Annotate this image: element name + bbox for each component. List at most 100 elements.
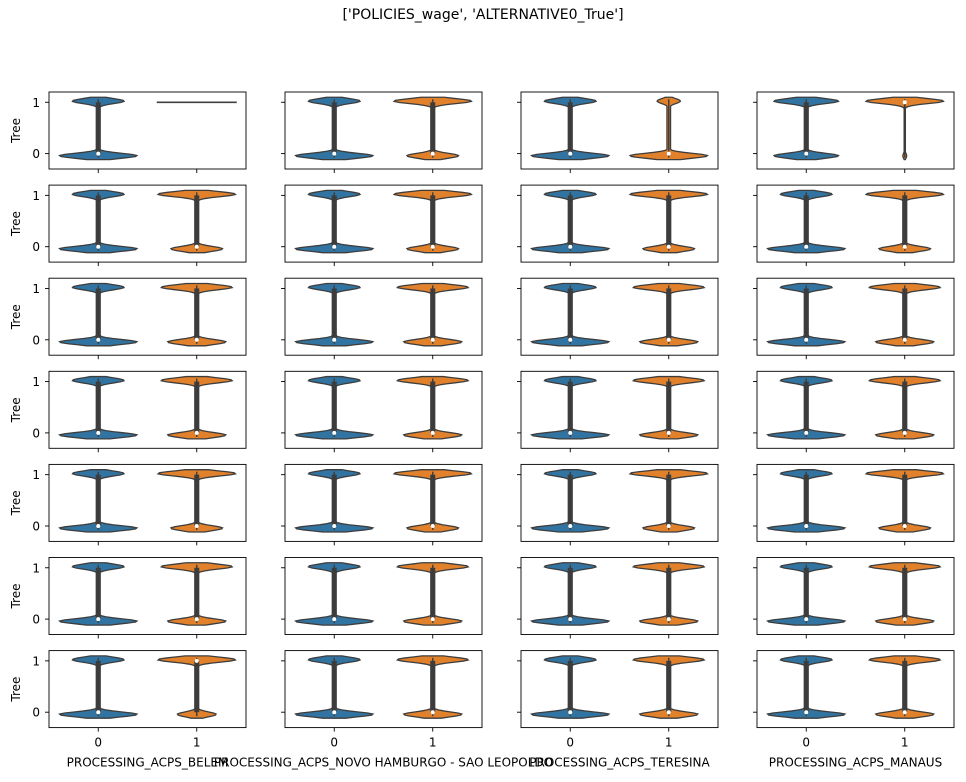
ytick-label: 0: [32, 147, 40, 161]
subplot-r4-c3: [753, 463, 955, 546]
subplot-r5-c3: [753, 557, 955, 639]
y-axis-label: Tree: [9, 490, 23, 516]
y-axis-label: Tree: [9, 397, 23, 423]
violin-r5-c0-cat1-median: [194, 617, 199, 622]
xtick-label: 0: [330, 736, 338, 750]
violin-r5-c3-cat0-median: [804, 617, 809, 622]
violin-r0-c3-cat0-median: [804, 151, 809, 156]
violin-r1-c2-cat1-median: [666, 244, 671, 249]
x-axis-label-col3: PROCESSING_ACPS_MANAUS: [769, 756, 942, 770]
axes-frame: [520, 650, 719, 729]
subplot-r1-c2: [517, 184, 719, 267]
violin-r6-c1-cat1-median: [430, 710, 435, 715]
subplot-r5-c1: [281, 557, 483, 639]
violin-r3-c3-cat1-median: [902, 430, 907, 435]
subplot-r3-c3: [753, 370, 955, 453]
violin-r5-c2-cat0-median: [568, 617, 573, 622]
ytick-label: 0: [32, 613, 40, 627]
violin-r6-c3-cat1-median: [902, 710, 907, 715]
violin-r1-c0-cat1-median: [194, 244, 199, 249]
violin-r0-c1-cat0-median: [332, 151, 337, 156]
violin-r6-c3-cat0-median: [804, 710, 809, 715]
subplot-r1-c0: [45, 184, 247, 267]
violin-r2-c2-cat0-median: [568, 337, 573, 342]
subplot-r0-c3: [753, 91, 955, 173]
subplot-r4-c2: [517, 463, 719, 546]
violin-r0-c0-cat0-median: [96, 151, 101, 156]
violin-r4-c0-cat0-median: [96, 524, 101, 528]
subplot-r2-c2: [517, 277, 719, 360]
xtick-label: 1: [429, 736, 437, 750]
x-axis-label-col1: PROCESSING_ACPS_NOVO HAMBURGO - SAO LEOP…: [214, 756, 553, 770]
chart-suptitle: ['POLICIES_wage', 'ALTERNATIVE0_True']: [342, 7, 624, 23]
subplot-r1-c3: [753, 184, 955, 267]
axes-frame: [48, 463, 247, 542]
xtick-label: 0: [94, 736, 102, 750]
axes-frame: [756, 91, 955, 170]
subplot-r6-c0: [45, 650, 247, 732]
subplot-r4-c0: [45, 463, 247, 546]
axes-frame: [48, 557, 247, 635]
axes-frame: [284, 184, 483, 263]
subplot-r2-c1: [281, 277, 483, 360]
ytick-label: 0: [32, 333, 40, 347]
subplot-r6-c3: [753, 650, 955, 732]
violin-r5-c3-cat1-median: [902, 617, 907, 622]
subplot-r5-c2: [517, 557, 719, 639]
subplot-r5-c0: [45, 557, 247, 639]
violin-r6-c0-cat0-median: [96, 710, 101, 715]
ytick-label: 0: [32, 426, 40, 440]
violin-r2-c3-cat0-median: [804, 337, 809, 342]
violin-r5-c2-cat1-median: [666, 617, 671, 622]
xtick-label: 1: [665, 736, 673, 750]
subplot-r3-c2: [517, 370, 719, 453]
violin-r3-c2-cat1-median: [666, 430, 671, 435]
subplot-r4-c1: [281, 463, 483, 546]
violin-r4-c1-cat1-median: [430, 524, 435, 528]
violin-r4-c0-cat1-median: [194, 524, 199, 528]
subplot-r6-c1: [281, 650, 483, 732]
violin-r0-c2-cat1-median: [666, 151, 671, 156]
axes-frame: [48, 370, 247, 449]
subplot-r0-c0: [45, 91, 247, 173]
axes-frame: [520, 370, 719, 449]
axes-frame: [756, 463, 955, 542]
violin-r3-c1-cat0-median: [332, 430, 337, 435]
subplot-r0-c2: [517, 91, 719, 173]
xtick-label: 1: [901, 736, 909, 750]
violin-r6-c1-cat0-median: [332, 710, 337, 715]
subplot-r2-c0: [45, 277, 247, 360]
violin-r1-c3-cat0-median: [804, 244, 809, 249]
axes-frame: [48, 91, 247, 170]
axes-frame: [284, 650, 483, 729]
violin-r4-c3-cat0-median: [804, 524, 809, 528]
axes-frame: [48, 184, 247, 263]
violin-r1-c1-cat0-median: [332, 244, 337, 249]
violin-r1-c1-cat1-median: [430, 244, 435, 249]
violin-r0-c3-cat1-median: [902, 100, 907, 105]
violin-r0-c1-cat1-median: [430, 151, 435, 156]
x-axis-label-col2: PROCESSING_ACPS_TERESINA: [529, 756, 710, 770]
axes-frame: [48, 650, 247, 729]
violin-r3-c0-cat0-median: [96, 430, 101, 435]
subplot-r1-c1: [281, 184, 483, 267]
y-axis-label: Tree: [9, 677, 23, 703]
ytick-label: 1: [32, 561, 40, 575]
violin-r2-c0-cat1-median: [194, 337, 199, 342]
subplot-r2-c3: [753, 277, 955, 360]
axes-frame: [756, 184, 955, 263]
axes-frame: [520, 91, 719, 170]
subplot-r3-c1: [281, 370, 483, 453]
ytick-label: 1: [32, 189, 40, 203]
x-axis-label-col0: PROCESSING_ACPS_BELEM: [67, 756, 229, 770]
violin-r6-c0-cat1-median: [194, 658, 199, 663]
violin-r2-c3-cat1-median: [902, 337, 907, 342]
violin-r5-c1-cat0-median: [332, 617, 337, 622]
y-axis-label: Tree: [9, 304, 23, 330]
y-axis-label: Tree: [9, 583, 23, 609]
violin-r2-c1-cat1-median: [430, 337, 435, 342]
violin-r3-c2-cat0-median: [568, 430, 573, 435]
axes-frame: [756, 370, 955, 449]
axes-frame: [284, 557, 483, 635]
